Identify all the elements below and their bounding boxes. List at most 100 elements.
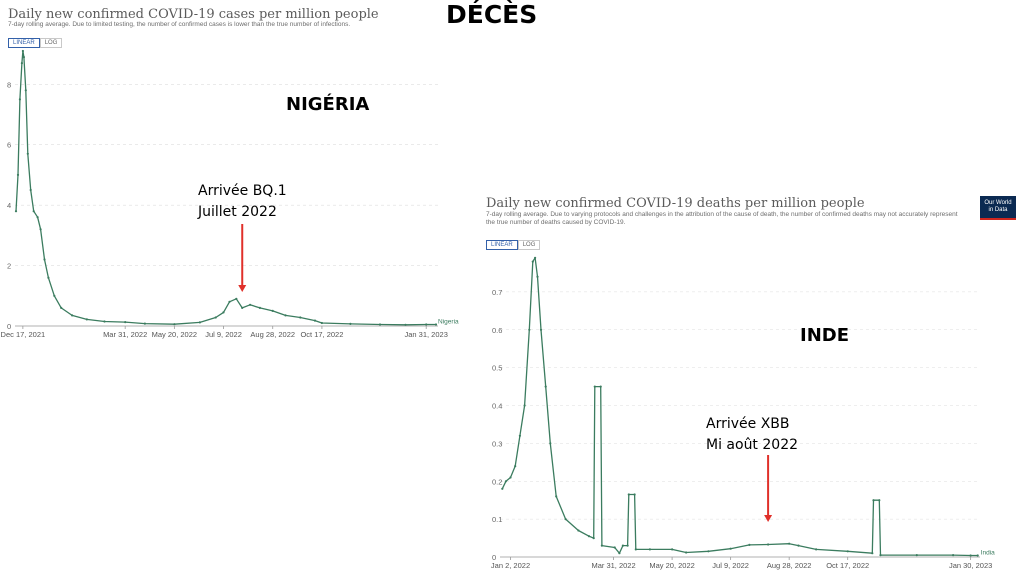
- nigeria-data-point: [228, 300, 231, 303]
- nigeria-data-point: [271, 309, 274, 312]
- nigeria-x-tick-label: Oct 17, 2022: [300, 330, 343, 339]
- india-data-point: [767, 543, 770, 546]
- page-heading: DÉCÈS: [446, 0, 538, 29]
- india-data-point: [797, 544, 800, 547]
- nigeria-data-point: [258, 306, 261, 309]
- india-annotation-line1: Arrivée XBB: [706, 416, 790, 432]
- india-x-tick-label: Aug 28, 2022: [767, 561, 812, 570]
- india-annotation-line2: Mi août 2022: [706, 437, 799, 453]
- nigeria-x-tick-label: Jan 31, 2023: [405, 330, 448, 339]
- nigeria-data-point: [21, 49, 24, 53]
- nigeria-series-label: Nigeria: [438, 318, 459, 325]
- nigeria-x-tick-label: Dec 17, 2021: [1, 330, 46, 339]
- india-data-point: [539, 328, 543, 331]
- nigeria-chart-subtitle: 7-day rolling average. Due to limited te…: [8, 21, 351, 28]
- nigeria-x-tick-label: Mar 31, 2022: [103, 330, 147, 339]
- india-data-point: [846, 550, 849, 553]
- india-y-tick-label: 0.3: [492, 439, 502, 448]
- india-data-point: [788, 542, 791, 545]
- nigeria-y-tick-label: 6: [7, 141, 11, 150]
- owid-logo-line2: in Data: [988, 207, 1008, 213]
- nigeria-y-tick-label: 4: [7, 201, 11, 210]
- nigeria-data-point: [39, 228, 42, 231]
- india-y-tick-label: 0.7: [492, 288, 502, 297]
- india-y-tick-label: 0.1: [492, 515, 502, 524]
- india-data-point: [872, 499, 875, 502]
- owid-logo: Our World in Data: [980, 196, 1016, 220]
- log-scale-button[interactable]: LOG: [39, 38, 63, 48]
- nigeria-data-point: [198, 321, 201, 324]
- nigeria-data-point: [299, 316, 302, 319]
- india-data-point: [671, 548, 674, 551]
- india-data-point: [528, 328, 531, 331]
- india-chart-title: Daily new confirmed COVID-19 deaths per …: [486, 196, 865, 211]
- nigeria-data-point: [284, 314, 287, 317]
- nigeria-data-point: [36, 216, 39, 219]
- nigeria-y-tick-label: 0: [7, 322, 11, 331]
- log-scale-button[interactable]: LOG: [517, 240, 541, 250]
- india-data-point: [879, 554, 882, 557]
- india-data-point: [634, 548, 637, 551]
- india-data-point: [878, 499, 881, 502]
- india-data-point: [534, 256, 537, 259]
- india-y-tick-label: 0: [492, 553, 496, 562]
- nigeria-data-point: [313, 319, 317, 322]
- nigeria-data-point: [29, 188, 32, 192]
- india-data-point: [555, 495, 558, 498]
- nigeria-annotation: Arrivée BQ.1 Juillet 2022: [198, 181, 287, 223]
- india-data-point: [969, 554, 972, 557]
- nigeria-data-point: [241, 306, 244, 309]
- india-data-point: [501, 487, 504, 490]
- india-data-point: [592, 537, 595, 540]
- india-data-point: [577, 529, 580, 532]
- nigeria-data-point: [425, 323, 428, 326]
- india-data-point: [621, 544, 625, 547]
- nigeria-data-point: [235, 297, 238, 300]
- india-data-point: [504, 480, 507, 483]
- nigeria-chart-title: Daily new confirmed COVID-19 cases per m…: [8, 7, 379, 22]
- india-data-point: [815, 548, 818, 551]
- india-data-point: [564, 518, 567, 521]
- nigeria-data-point: [173, 323, 176, 326]
- india-annotation-arrowhead: [764, 515, 773, 522]
- india-data-point: [514, 465, 517, 468]
- owid-logo-line1: Our World: [984, 200, 1012, 206]
- india-overlay-label: INDE: [800, 325, 849, 346]
- india-data-point: [613, 546, 616, 549]
- linear-scale-button[interactable]: LINEAR: [486, 240, 518, 250]
- nigeria-data-point: [349, 322, 352, 325]
- india-data-point: [600, 544, 604, 547]
- nigeria-x-tick-label: Jul 9, 2022: [205, 330, 242, 339]
- nigeria-line-chart: 0 2 4 6 8 Dec 17, 2021 Mar 31, 2022 May 20, 202…: [1, 49, 459, 339]
- india-data-point: [593, 385, 596, 388]
- india-data-point: [626, 544, 629, 547]
- india-data-point: [518, 434, 522, 437]
- nigeria-data-point: [103, 320, 106, 323]
- nigeria-data-point: [14, 210, 18, 213]
- nigeria-data-point: [24, 89, 27, 92]
- india-annotation: Arrivée XBB Mi août 2022: [706, 414, 798, 456]
- nigeria-data-point: [434, 323, 438, 326]
- nigeria-y-tick-label: 8: [7, 80, 11, 89]
- india-data-point: [748, 543, 751, 547]
- nigeria-x-tick-label: Aug 28, 2022: [250, 330, 295, 339]
- india-data-point: [871, 552, 874, 555]
- india-data-point: [544, 385, 547, 388]
- india-data-point: [729, 547, 732, 550]
- india-y-tick-label: 0.6: [492, 326, 502, 335]
- linear-scale-button[interactable]: LINEAR: [8, 38, 40, 48]
- nigeria-data-point: [124, 321, 127, 324]
- india-y-tick-label: 0.5: [492, 364, 502, 373]
- india-data-point: [952, 554, 955, 557]
- nigeria-annotation-line2: Juillet 2022: [198, 204, 277, 220]
- india-data-point: [707, 550, 710, 553]
- nigeria-scale-toggle: LINEAR LOG: [8, 38, 63, 48]
- india-x-tick-label: Oct 17, 2022: [826, 561, 869, 570]
- india-data-point: [685, 551, 688, 554]
- india-x-tick-label: Mar 31, 2022: [591, 561, 635, 570]
- nigeria-data-point: [222, 311, 225, 314]
- india-x-tick-label: Jan 30, 2023: [949, 561, 992, 570]
- nigeria-data-point: [249, 303, 252, 306]
- nigeria-overlay-label: NIGÉRIA: [286, 94, 370, 115]
